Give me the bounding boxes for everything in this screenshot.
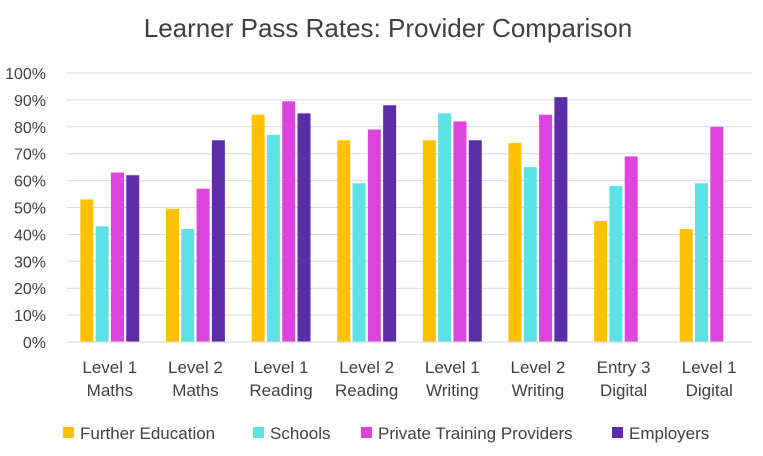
x-tick-label: Level 1 bbox=[682, 358, 737, 377]
x-tick-label: Level 2 bbox=[511, 358, 566, 377]
x-tick-label: Entry 3 bbox=[597, 358, 651, 377]
bar-employers-5 bbox=[554, 97, 568, 343]
x-tick-label: Maths bbox=[87, 381, 133, 400]
bar-further-education-1 bbox=[165, 208, 179, 342]
legend-label: Private Training Providers bbox=[378, 424, 573, 443]
gridlines bbox=[67, 72, 752, 316]
x-tick-label: Reading bbox=[335, 381, 398, 400]
bar-further-education-5 bbox=[508, 142, 522, 342]
x-tick-label: Maths bbox=[172, 381, 218, 400]
x-tick-label: Level 2 bbox=[168, 358, 223, 377]
bar-schools-1 bbox=[181, 229, 195, 342]
bar-further-education-6 bbox=[594, 220, 608, 342]
y-tick-label: 40% bbox=[14, 227, 46, 244]
bar-private-training-providers-4 bbox=[453, 121, 467, 342]
legend-swatch bbox=[612, 427, 623, 438]
y-tick-label: 20% bbox=[14, 281, 46, 298]
bar-further-education-7 bbox=[679, 229, 693, 342]
bar-employers-0 bbox=[126, 175, 140, 342]
legend-label: Further Education bbox=[80, 424, 215, 443]
bar-schools-6 bbox=[609, 185, 623, 342]
y-tick-label: 100% bbox=[5, 66, 46, 83]
bar-private-training-providers-6 bbox=[624, 156, 638, 342]
bar-schools-5 bbox=[523, 167, 537, 342]
bar-employers-2 bbox=[297, 113, 311, 342]
legend-label: Employers bbox=[629, 424, 709, 443]
x-tick-label: Level 1 bbox=[254, 358, 309, 377]
x-tick-label: Writing bbox=[426, 381, 479, 400]
x-tick-label: Level 1 bbox=[425, 358, 480, 377]
legend-swatch bbox=[63, 427, 74, 438]
bar-employers-4 bbox=[468, 140, 482, 342]
bar-schools-7 bbox=[695, 183, 709, 342]
x-tick-label: Level 1 bbox=[82, 358, 137, 377]
bars bbox=[80, 97, 724, 343]
bar-private-training-providers-3 bbox=[367, 129, 381, 342]
legend: Further Education Schools Private Training… bbox=[63, 424, 709, 443]
bar-private-training-providers-0 bbox=[110, 172, 124, 342]
x-tick-label: Writing bbox=[512, 381, 565, 400]
bar-schools-3 bbox=[352, 183, 366, 342]
bar-schools-2 bbox=[266, 134, 280, 342]
bar-private-training-providers-7 bbox=[710, 126, 724, 342]
bar-private-training-providers-1 bbox=[196, 188, 210, 342]
y-axis-ticks: 0% 10% 20% 30% 40% 50% 60% 70% 80% 90% 100% bbox=[5, 66, 46, 352]
legend-swatch bbox=[361, 427, 372, 438]
bar-further-education-2 bbox=[251, 114, 265, 342]
y-tick-label: 10% bbox=[14, 308, 46, 325]
y-tick-label: 0% bbox=[23, 335, 46, 352]
bar-private-training-providers-5 bbox=[539, 114, 553, 342]
legend-label: Schools bbox=[270, 424, 330, 443]
y-tick-label: 90% bbox=[14, 93, 46, 110]
bar-employers-1 bbox=[211, 140, 225, 342]
bar-further-education-0 bbox=[80, 199, 94, 342]
bar-further-education-3 bbox=[337, 140, 351, 342]
y-tick-label: 80% bbox=[14, 120, 46, 137]
bar-employers-3 bbox=[383, 105, 397, 342]
chart-title: Learner Pass Rates: Provider Comparison bbox=[144, 13, 632, 43]
y-tick-label: 60% bbox=[14, 174, 46, 191]
bar-schools-0 bbox=[95, 226, 109, 342]
y-tick-label: 50% bbox=[14, 201, 46, 218]
x-tick-label: Digital bbox=[686, 381, 733, 400]
x-tick-label: Level 2 bbox=[339, 358, 394, 377]
x-tick-label: Reading bbox=[249, 381, 312, 400]
bar-schools-4 bbox=[438, 113, 452, 342]
y-tick-label: 70% bbox=[14, 147, 46, 164]
y-tick-label: 30% bbox=[14, 254, 46, 271]
bar-private-training-providers-2 bbox=[282, 101, 296, 343]
x-axis-labels: Level 1 Maths Level 2 Maths Level 1 Reading Le… bbox=[82, 358, 736, 400]
bar-further-education-4 bbox=[422, 140, 436, 342]
legend-swatch bbox=[253, 427, 264, 438]
x-tick-label: Digital bbox=[600, 381, 647, 400]
